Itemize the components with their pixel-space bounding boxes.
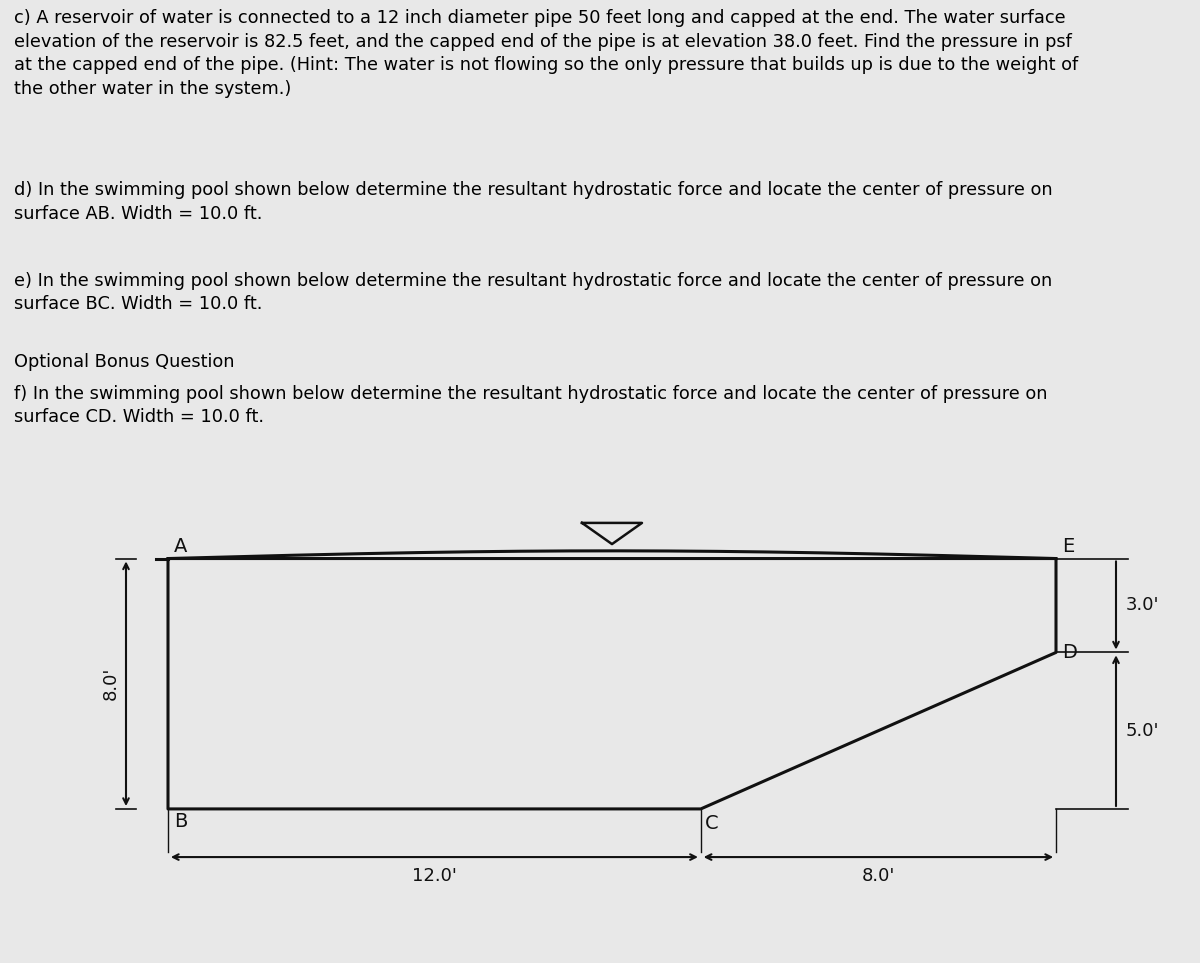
Text: 3.0': 3.0' <box>1126 596 1159 614</box>
Text: D: D <box>1062 643 1076 662</box>
Text: 8.0': 8.0' <box>102 667 120 700</box>
Text: c) A reservoir of water is connected to a 12 inch diameter pipe 50 feet long and: c) A reservoir of water is connected to … <box>14 9 1079 98</box>
Text: E: E <box>1062 536 1074 556</box>
Text: f) In the swimming pool shown below determine the resultant hydrostatic force an: f) In the swimming pool shown below dete… <box>14 384 1048 427</box>
Text: 5.0': 5.0' <box>1126 721 1159 740</box>
Text: Optional Bonus Question: Optional Bonus Question <box>14 353 235 371</box>
Text: d) In the swimming pool shown below determine the resultant hydrostatic force an: d) In the swimming pool shown below dete… <box>14 181 1054 222</box>
Text: 12.0': 12.0' <box>412 867 457 885</box>
Text: A: A <box>174 536 187 556</box>
Text: 8.0': 8.0' <box>862 867 895 885</box>
Text: C: C <box>704 814 718 833</box>
Text: B: B <box>174 812 187 831</box>
Text: e) In the swimming pool shown below determine the resultant hydrostatic force an: e) In the swimming pool shown below dete… <box>14 272 1052 313</box>
